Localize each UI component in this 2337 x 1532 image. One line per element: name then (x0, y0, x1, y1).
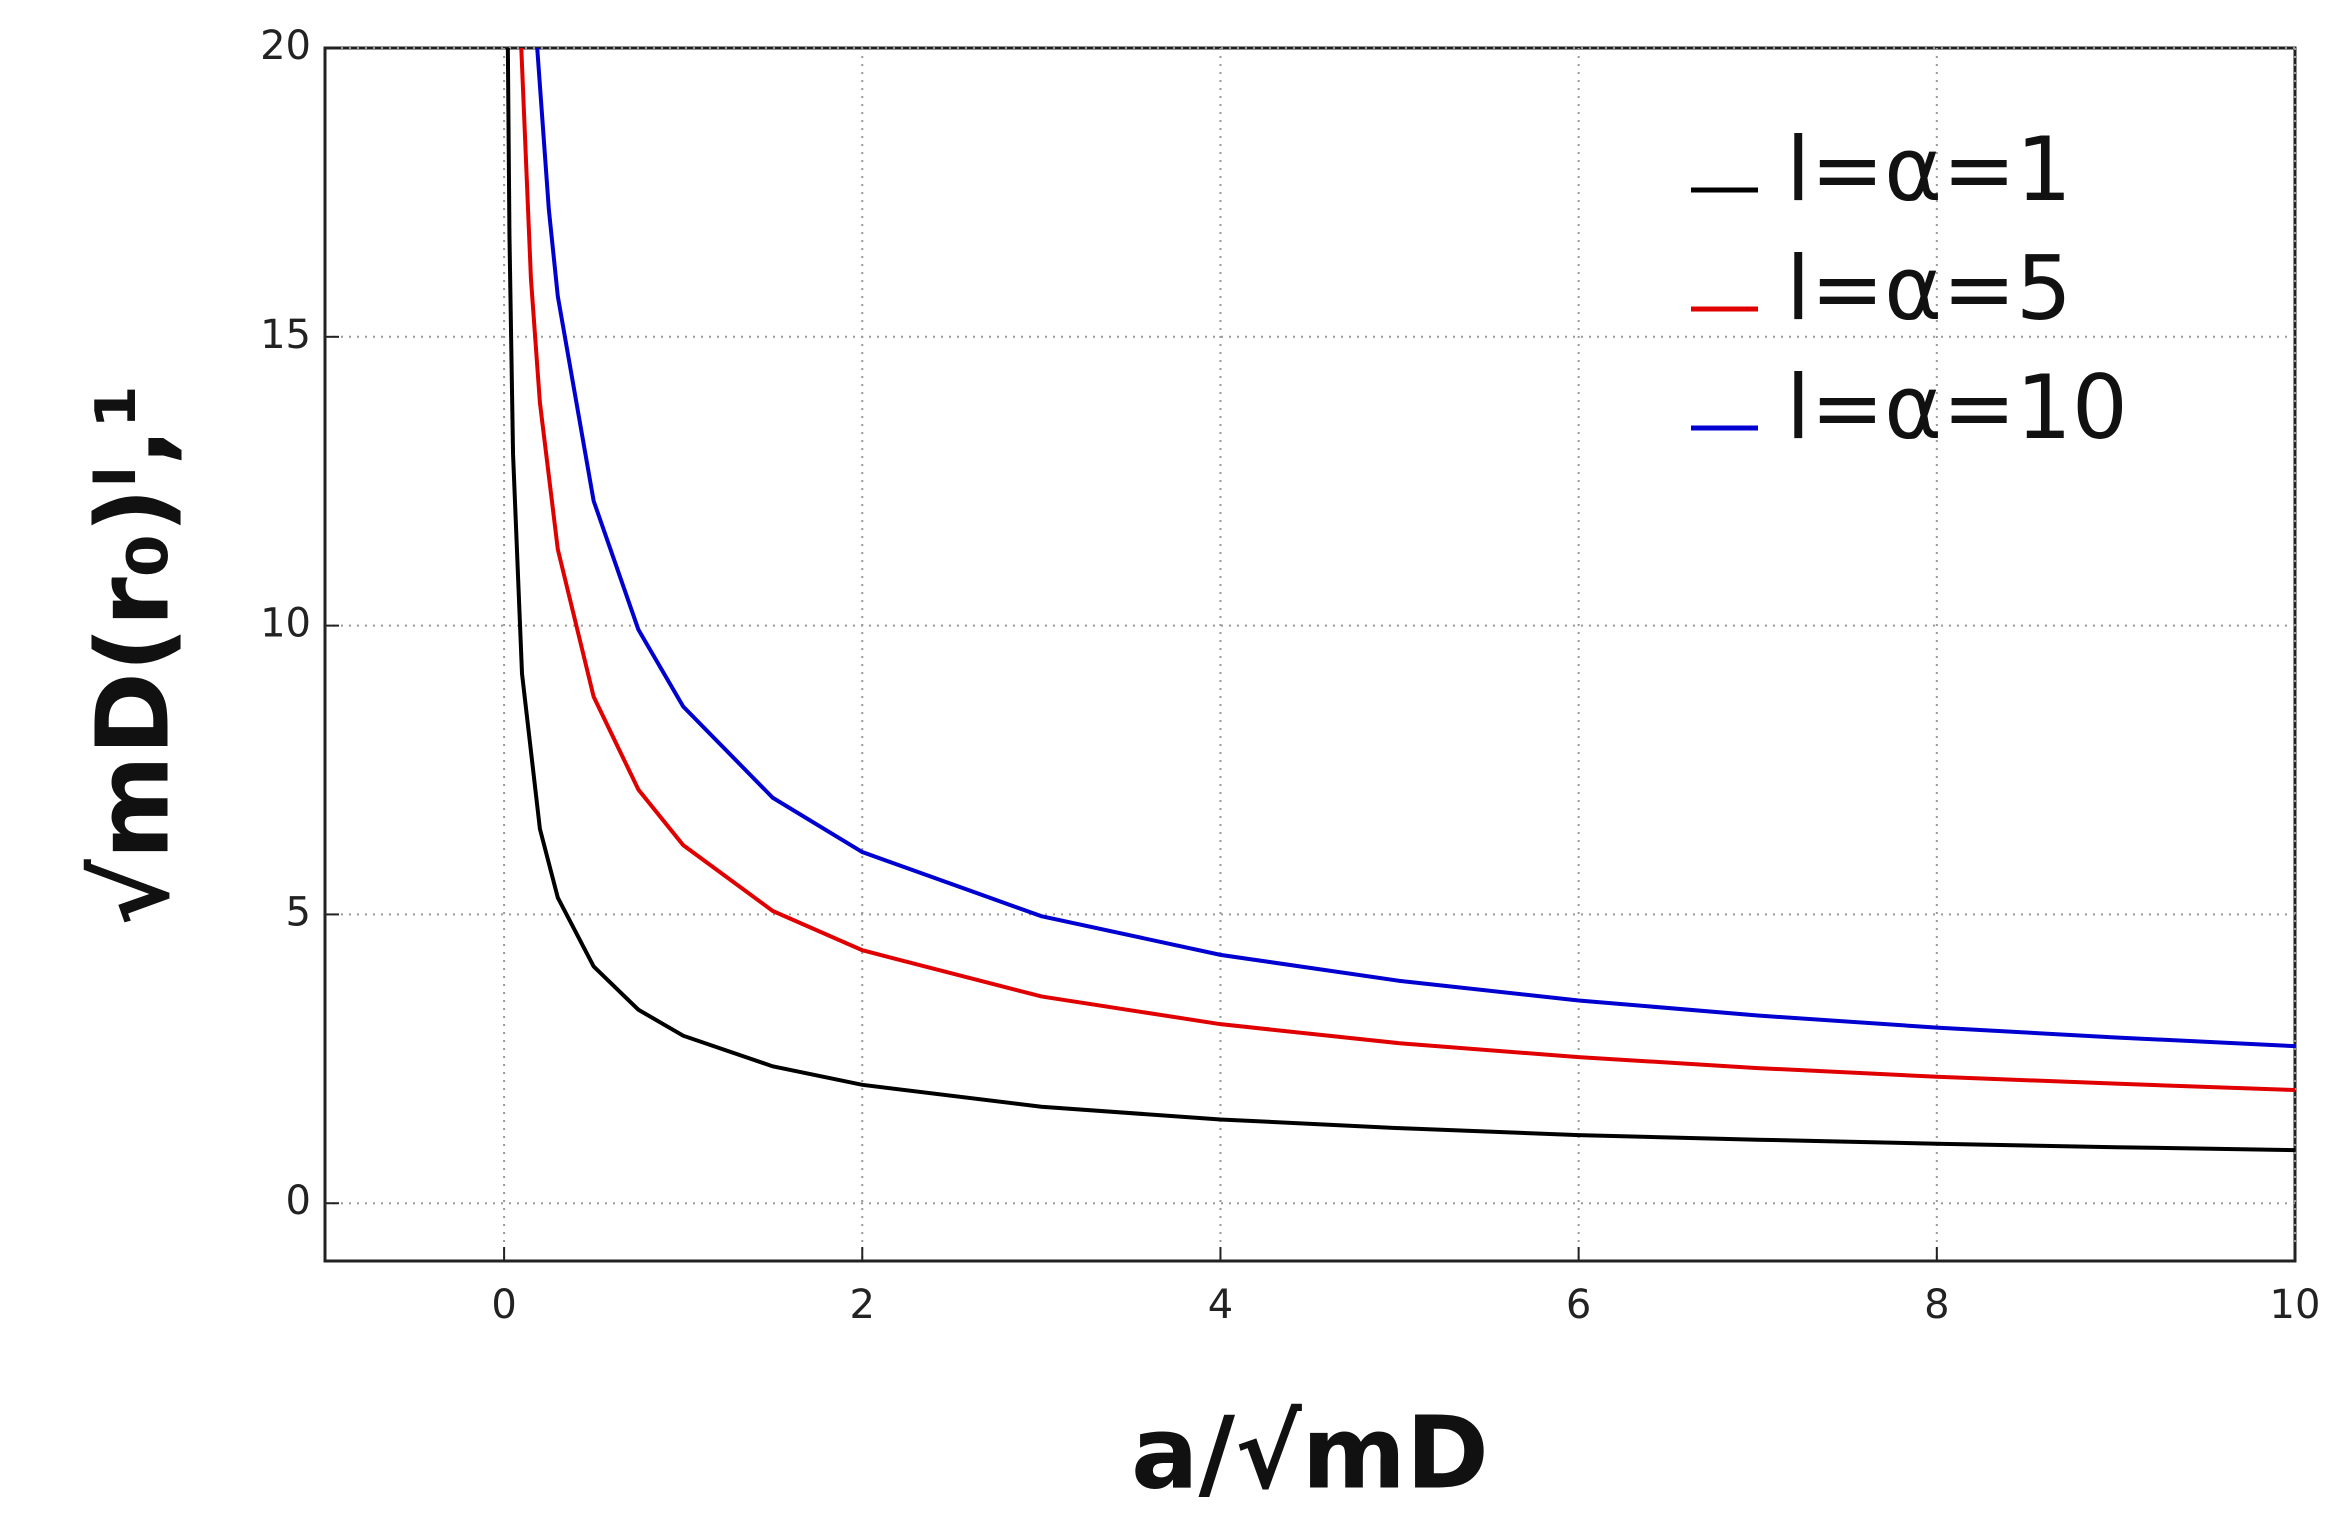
series-line (505, 48, 2295, 1153)
legend-label: l=α=1 (1786, 118, 2072, 221)
x-tick-label: 4 (1208, 1282, 1233, 1328)
legend-label: l=α=5 (1786, 237, 2072, 340)
x-tick-label: 8 (1924, 1282, 1949, 1328)
y-tick-label: 0 (286, 1178, 311, 1224)
y-tick-label: 10 (260, 601, 311, 647)
y-tick-label: 20 (260, 23, 311, 69)
x-axis-label: a/√mD (1131, 1394, 1489, 1511)
y-tick-label: 15 (260, 312, 311, 358)
x-tick-label: 0 (491, 1282, 516, 1328)
series-line (535, 48, 2295, 1049)
y-tick-label: 5 (286, 889, 311, 935)
plot-area (505, 48, 2295, 1153)
x-tick-label: 6 (1566, 1282, 1591, 1328)
y-axis-label: √mD(r₀)ˡ,¹ (74, 384, 191, 926)
series-line (519, 48, 2295, 1093)
x-tick-label: 10 (2270, 1282, 2321, 1328)
x-tick-label: 2 (850, 1282, 875, 1328)
legend-label: l=α=10 (1786, 356, 2128, 459)
